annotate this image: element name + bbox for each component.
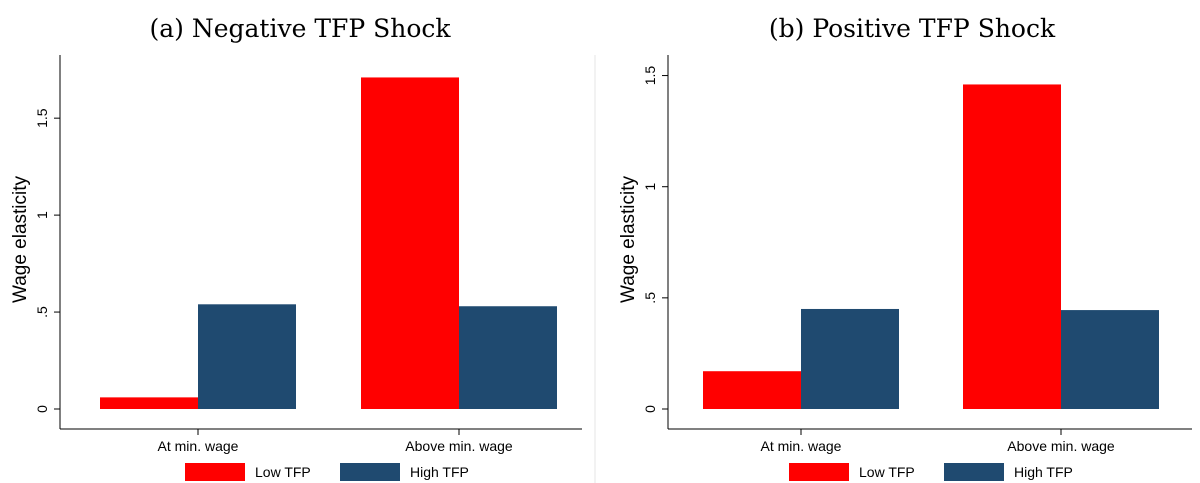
bar-low-tfp xyxy=(361,77,459,409)
y-tick-label: .5 xyxy=(642,292,658,304)
bar-high-tfp xyxy=(459,306,557,409)
x-category-label: Above min. wage xyxy=(405,438,513,454)
chart-b-title: (b) Positive TFP Shock xyxy=(768,14,1056,43)
y-tick-label: 1 xyxy=(642,183,658,191)
y-tick-label: 0 xyxy=(34,405,50,413)
bar-low-tfp xyxy=(963,84,1061,409)
y-tick-label: 1.5 xyxy=(642,66,658,86)
bar-low-tfp xyxy=(100,397,198,409)
legend-swatch-low-tfp xyxy=(185,463,245,481)
legend-label: High TFP xyxy=(1014,464,1073,480)
legend-swatch-high-tfp xyxy=(340,463,400,481)
chart-b: 0 .5 1 1.5 Wage elasticity At min. wage Above … xyxy=(618,55,1192,481)
bar-high-tfp xyxy=(1061,310,1159,409)
bar-high-tfp xyxy=(198,304,296,409)
chart-a: 0 .5 1 1.5 Wage elasticity At min. wage Above … xyxy=(10,55,596,483)
x-category-label: Above min. wage xyxy=(1007,438,1115,454)
y-tick-label: 1.5 xyxy=(34,108,50,128)
x-category-label: At min. wage xyxy=(158,438,239,454)
y-tick-label: 1 xyxy=(34,211,50,219)
y-axis-label: Wage elasticity xyxy=(618,175,639,303)
chart-a-title: (a) Negative TFP Shock xyxy=(149,14,451,43)
legend-swatch-low-tfp xyxy=(789,463,849,481)
bar-high-tfp xyxy=(801,308,899,409)
legend-label: High TFP xyxy=(410,464,469,480)
y-tick-label: 0 xyxy=(642,405,658,413)
legend-swatch-high-tfp xyxy=(944,463,1004,481)
y-axis-label: Wage elasticity xyxy=(10,175,31,303)
x-category-label: At min. wage xyxy=(761,438,842,454)
legend-label: Low TFP xyxy=(255,464,311,480)
bar-low-tfp xyxy=(703,371,801,409)
y-tick-label: .5 xyxy=(34,306,50,318)
legend-label: Low TFP xyxy=(859,464,915,480)
